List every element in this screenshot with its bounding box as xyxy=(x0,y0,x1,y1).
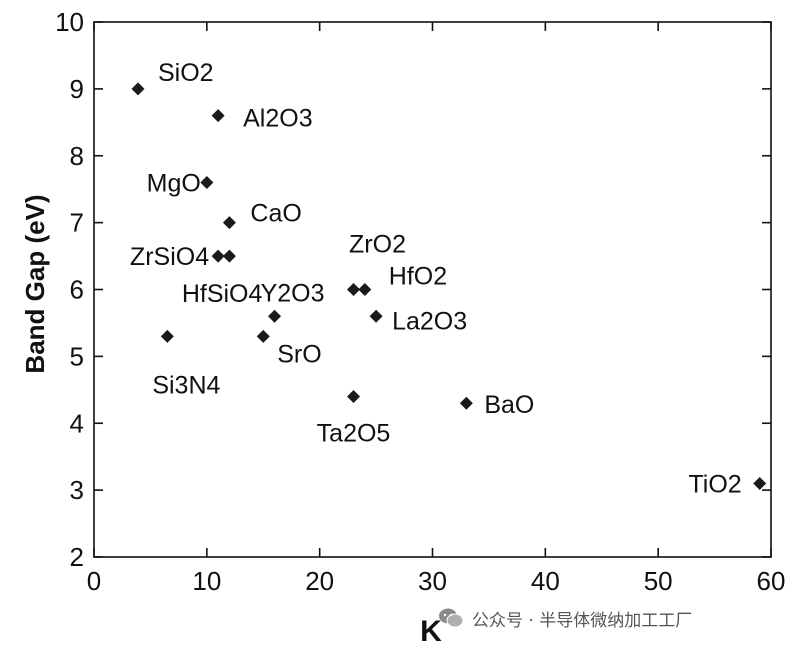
data-point-sio2 xyxy=(131,82,145,96)
point-label-y2o3: Y2O3 xyxy=(261,279,325,307)
x-tick-label: 20 xyxy=(305,566,334,596)
point-label-zro2: ZrO2 xyxy=(349,231,406,259)
data-point-tio2 xyxy=(753,476,767,490)
point-label-mgo: MgO xyxy=(147,170,201,198)
point-label-hfsio4: HfSiO4 xyxy=(182,280,263,308)
point-label-sro: SrO xyxy=(277,340,321,368)
data-point-la2o3 xyxy=(369,309,383,323)
y-tick-label: 4 xyxy=(70,408,84,438)
wechat-icon xyxy=(439,608,464,628)
watermark-text: 公众号 · 半导体微纳加工工厂 xyxy=(472,610,693,631)
y-tick-label: 2 xyxy=(70,542,84,572)
data-point-bao xyxy=(459,396,473,410)
point-label-hfo2: HfO2 xyxy=(389,263,447,291)
data-point-zro2 xyxy=(347,283,361,296)
y-tick-label: 10 xyxy=(55,7,84,37)
x-tick-label: 30 xyxy=(418,566,447,596)
point-label-zrsio4: ZrSiO4 xyxy=(130,243,209,271)
y-tick-label: 7 xyxy=(70,208,84,238)
x-tick-label: 40 xyxy=(531,566,560,596)
x-axis-ticks: 0 10 20 30 40 50 60 xyxy=(87,22,786,596)
data-point-al2o3 xyxy=(211,109,225,123)
y-tick-label: 8 xyxy=(70,141,84,171)
data-point-sro xyxy=(256,329,270,343)
data-point-si3n4 xyxy=(160,329,174,343)
y-tick-label: 3 xyxy=(70,475,84,505)
x-tick-label: 60 xyxy=(757,566,786,596)
point-label-al2o3: Al2O3 xyxy=(243,105,312,133)
data-point-hfo2 xyxy=(358,283,372,296)
point-label-la2o3: La2O3 xyxy=(392,307,467,335)
data-point-zrsio4 xyxy=(211,249,225,263)
point-label-ta2o5: Ta2O5 xyxy=(317,420,391,448)
data-point-ta2o5 xyxy=(347,390,361,403)
data-point-cao xyxy=(222,216,236,230)
x-axis-title: K xyxy=(420,615,442,648)
y-tick-label: 6 xyxy=(70,275,84,305)
data-point-mgo xyxy=(200,176,214,189)
point-label-sio2: SiO2 xyxy=(158,59,214,87)
data-point xyxy=(222,249,236,263)
point-label-si3n4: Si3N4 xyxy=(152,371,220,399)
y-tick-label: 9 xyxy=(70,74,84,104)
x-tick-label: 10 xyxy=(192,566,221,596)
data-point-y2o3 xyxy=(268,309,282,323)
data-points xyxy=(131,82,767,490)
point-label-tio2: TiO2 xyxy=(688,470,741,498)
x-tick-label: 0 xyxy=(87,566,101,596)
x-tick-label: 50 xyxy=(644,566,673,596)
y-axis-ticks: 2 3 4 5 6 7 8 9 10 xyxy=(55,7,771,572)
watermark: 公众号 · 半导体微纳加工工厂 xyxy=(438,603,692,633)
y-tick-label: 5 xyxy=(70,341,84,371)
y-axis-title: Band Gap (eV) xyxy=(20,194,50,373)
point-label-bao: BaO xyxy=(484,391,534,419)
point-label-cao: CaO xyxy=(250,200,301,228)
